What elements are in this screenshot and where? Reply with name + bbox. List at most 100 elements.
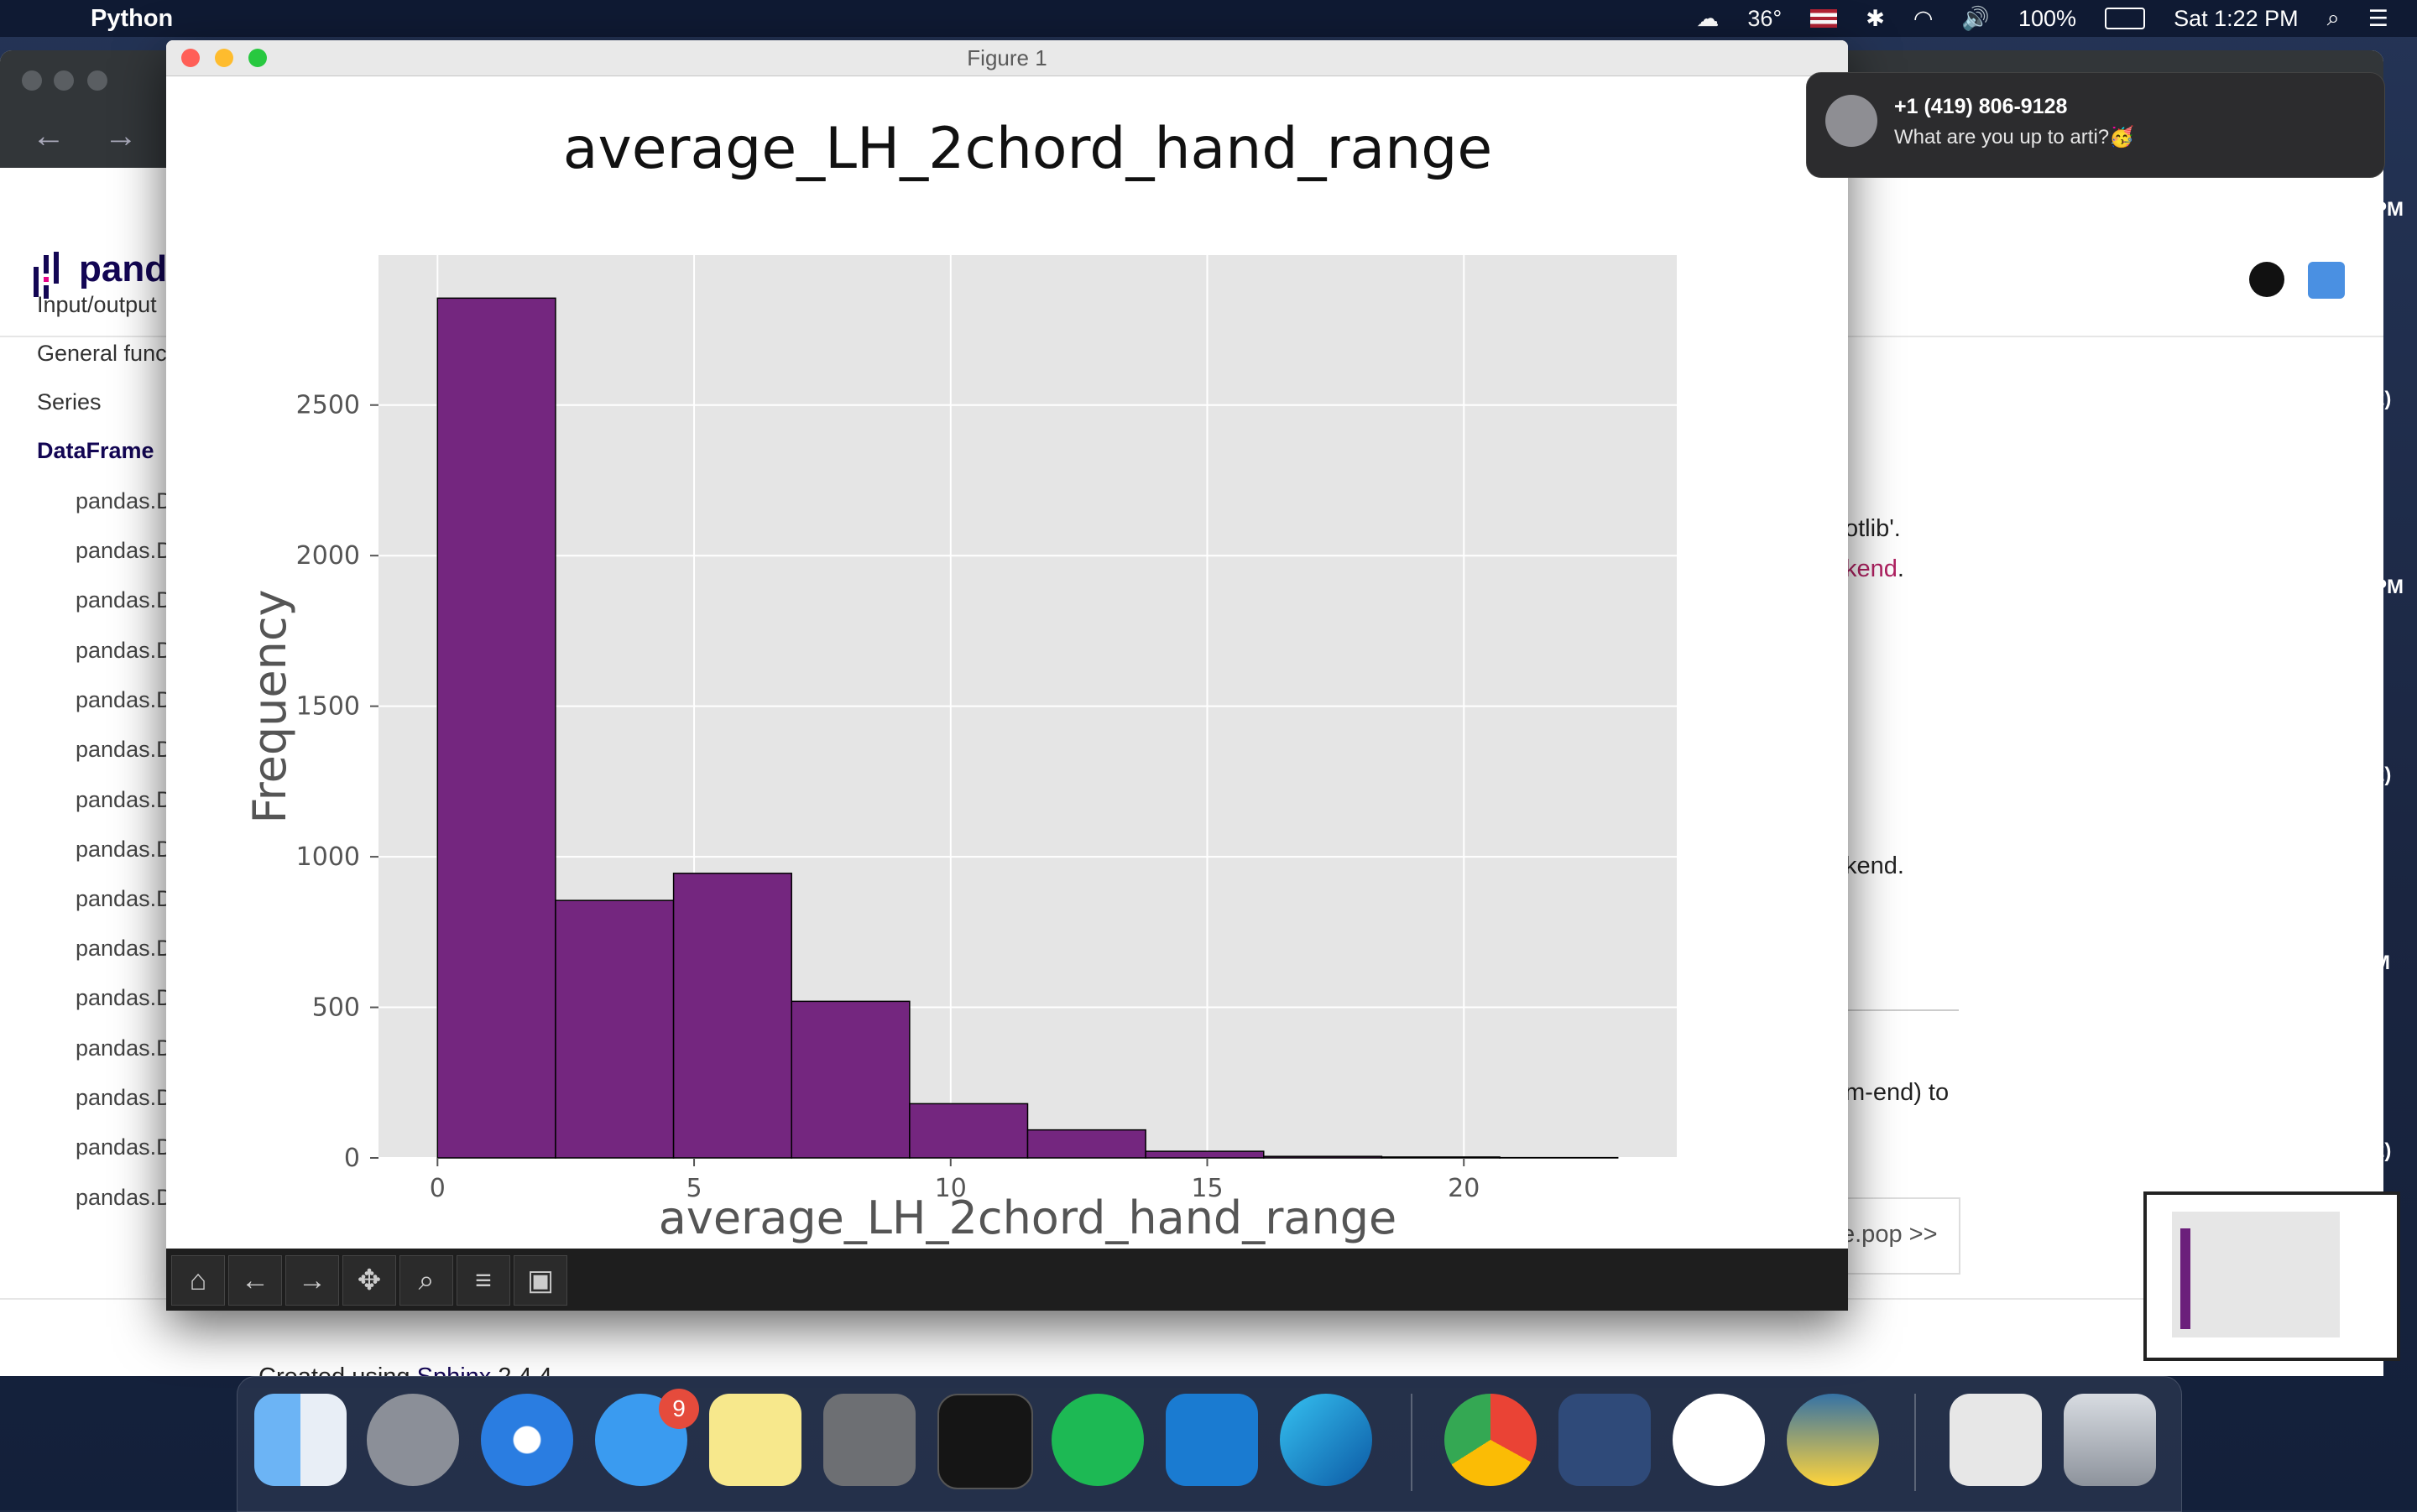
configure-icon[interactable]: ≡ — [457, 1255, 510, 1306]
edge-browser-icon[interactable] — [1280, 1394, 1372, 1486]
footer-prefix: Created using — [258, 1363, 417, 1376]
twitter-icon[interactable] — [2308, 262, 2345, 299]
browser-close-button[interactable] — [22, 70, 42, 91]
forward-arrow-icon[interactable]: → — [104, 117, 138, 155]
sidebar-subitem[interactable]: pandas.D — [76, 1035, 173, 1061]
edge-text-fragment: M — [2373, 952, 2390, 975]
notes-icon[interactable] — [709, 1394, 801, 1486]
zoom-icon[interactable]: ⌕ — [399, 1255, 453, 1306]
sidebar-item-series[interactable]: Series — [37, 389, 102, 415]
launchpad-icon[interactable] — [367, 1394, 459, 1486]
histogram-bar[interactable] — [674, 873, 792, 1158]
spotlight-search-icon[interactable]: ⌕ — [2327, 5, 2340, 32]
edge-text-fragment: PM — [2373, 198, 2404, 222]
histogram-bar[interactable] — [791, 1001, 910, 1158]
sidebar-subitem[interactable]: pandas.D — [76, 1134, 173, 1160]
edge-text-fragment: 2) — [2373, 1139, 2391, 1163]
y-tick-label: 0 — [344, 1144, 360, 1173]
home-icon[interactable]: ⌂ — [171, 1255, 225, 1306]
weather-temperature[interactable]: 36° — [1747, 6, 1782, 32]
sidebar-subitem[interactable]: pandas.D — [76, 886, 173, 912]
y-tick-label: 1000 — [296, 842, 360, 872]
trash-icon[interactable] — [2064, 1394, 2156, 1486]
menu-bar: Python ☁ 36° ✱ ◠ 🔊 100% Sat 1:22 PM ⌕ ☰ — [0, 0, 2417, 37]
message-notification[interactable]: +1 (419) 806-9128 What are you up to art… — [1806, 72, 2385, 178]
x-tick-label: 20 — [1448, 1174, 1480, 1203]
sidebar-subitem[interactable]: pandas.D — [76, 1185, 173, 1211]
browser-minimize-button[interactable] — [54, 70, 74, 91]
sidebar-subitem[interactable]: pandas.D — [76, 538, 173, 564]
sphinx-link[interactable]: Sphinx — [417, 1363, 492, 1376]
dock-separator — [1914, 1394, 1916, 1491]
finder-icon[interactable] — [254, 1394, 347, 1486]
histogram-bar[interactable] — [556, 900, 674, 1158]
sidebar-subitem[interactable]: pandas.D — [76, 737, 173, 763]
screenshot-thumbnail[interactable] — [2143, 1191, 2400, 1361]
chrome-icon[interactable] — [1444, 1394, 1537, 1486]
histogram-bar[interactable] — [1381, 1157, 1500, 1158]
doc-text-fragment-line: kend. — [1845, 555, 1904, 583]
doc-link[interactable]: kend — [1845, 555, 1898, 582]
doc-text-fragment: kend. — [1845, 852, 1904, 880]
spotify-icon[interactable] — [1052, 1394, 1144, 1486]
footer-suffix: 2.4.4. — [491, 1363, 559, 1376]
chart-title: average_LH_2chord_hand_range — [563, 116, 1492, 182]
active-app-name[interactable]: Python — [91, 5, 173, 33]
pan-icon[interactable]: ✥ — [342, 1255, 396, 1306]
battery-icon[interactable] — [2105, 8, 2145, 29]
sidebar-item-dataframe[interactable]: DataFrame — [37, 438, 154, 464]
system-preferences-icon[interactable] — [823, 1394, 916, 1486]
control-center-icon[interactable]: ☰ — [2368, 6, 2388, 32]
sidebar-subitem[interactable]: pandas.D — [76, 587, 173, 613]
creative-cloud-icon[interactable]: ☁ — [1696, 6, 1719, 32]
sidebar-subitem[interactable]: pandas.D — [76, 488, 173, 514]
sidebar-subitem[interactable]: pandas.D — [76, 638, 173, 664]
wifi-icon[interactable]: ◠ — [1913, 6, 1934, 32]
y-tick-label: 500 — [312, 993, 360, 1023]
clock[interactable]: Sat 1:22 PM — [2174, 6, 2299, 32]
x-tick-label: 0 — [430, 1174, 446, 1203]
safari-icon[interactable] — [481, 1394, 573, 1486]
back-arrow-icon[interactable]: ← — [32, 117, 65, 155]
mongodb-icon[interactable] — [1673, 1394, 1765, 1486]
forward-icon[interactable]: → — [285, 1255, 339, 1306]
python-launcher-icon[interactable] — [1787, 1394, 1879, 1486]
github-icon[interactable] — [2249, 262, 2284, 297]
mysql-workbench-icon[interactable] — [1558, 1394, 1651, 1486]
y-tick-label: 2000 — [296, 541, 360, 571]
terminal-icon[interactable] — [937, 1394, 1033, 1489]
histogram-bar[interactable] — [1146, 1151, 1264, 1158]
bluetooth-icon[interactable]: ✱ — [1866, 6, 1885, 32]
brand-name[interactable]: pand — [79, 248, 167, 290]
thumbnail-bar — [2180, 1228, 2190, 1329]
battery-percent[interactable]: 100% — [2018, 6, 2076, 32]
y-axis-label: Frequency — [243, 590, 296, 824]
histogram-bar[interactable] — [1264, 1156, 1382, 1158]
histogram-bar[interactable] — [1028, 1130, 1146, 1158]
histogram-bar[interactable] — [437, 298, 556, 1158]
sidebar-subitem[interactable]: pandas.D — [76, 985, 173, 1011]
sidebar-subitem[interactable]: pandas.D — [76, 936, 173, 962]
figure-titlebar[interactable]: Figure 1 — [166, 40, 1848, 76]
messages-badge: 9 — [659, 1389, 699, 1429]
flag-icon[interactable] — [1810, 9, 1837, 28]
sidebar-subitem[interactable]: pandas.D — [76, 837, 173, 863]
volume-icon[interactable]: 🔊 — [1961, 5, 1990, 32]
save-icon[interactable]: ▣ — [514, 1255, 567, 1306]
sidebar-item-input-output[interactable]: Input/output — [37, 292, 157, 318]
footer-text: Created using Sphinx 2.4.4. — [258, 1363, 559, 1376]
browser-maximize-button[interactable] — [87, 70, 107, 91]
downloads-stack-icon[interactable] — [1950, 1394, 2042, 1486]
vscode-icon[interactable] — [1166, 1394, 1258, 1486]
back-icon[interactable]: ← — [228, 1255, 282, 1306]
sidebar-subitem[interactable]: pandas.D — [76, 787, 173, 813]
histogram-bar[interactable] — [910, 1103, 1028, 1158]
sidebar-subitem[interactable]: pandas.D — [76, 687, 173, 713]
notification-message: What are you up to arti?🥳 — [1894, 125, 2134, 149]
figure-window-title: Figure 1 — [166, 45, 1848, 71]
y-tick-label: 1500 — [296, 692, 360, 722]
sidebar-item-general-functions[interactable]: General funct — [37, 341, 173, 367]
sidebar-subitem[interactable]: pandas.D — [76, 1085, 173, 1111]
